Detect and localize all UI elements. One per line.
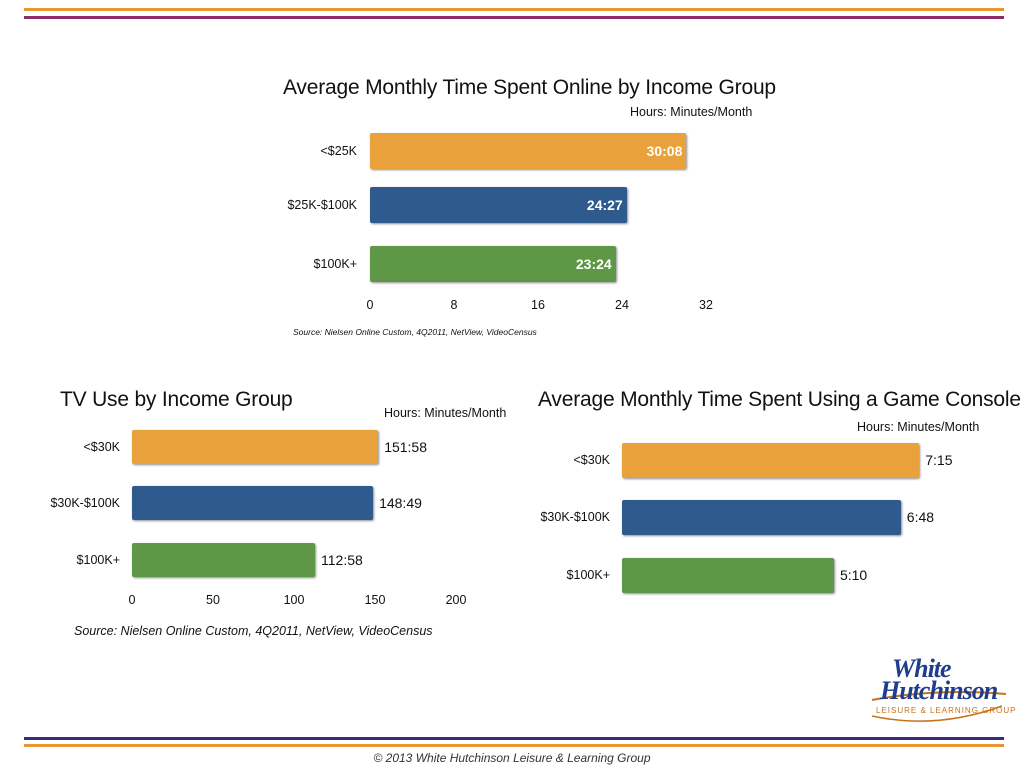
data-label: 151:58 (384, 439, 428, 455)
category-label: $100K+ (566, 568, 610, 582)
bottom-rule-orange (24, 744, 1004, 747)
chart-console-title: Average Monthly Time Spent Using a Game … (538, 388, 1021, 411)
bar (370, 246, 616, 282)
category-label: <$30K (83, 440, 121, 454)
company-logo: White Hutchinson LEISURE & LEARNING GROU… (866, 654, 1015, 734)
data-label: 23:24 (575, 256, 612, 272)
axis-tick-label: 8 (450, 298, 458, 312)
logo-line-2: Hutchinson (880, 676, 998, 705)
data-label: 30:08 (646, 143, 683, 159)
data-label: 7:15 (925, 452, 953, 468)
category-label: $30K-$100K (540, 510, 610, 524)
logo-tagline: LEISURE & LEARNING GROUP (876, 706, 1017, 715)
bar (370, 133, 687, 169)
axis-tick-label: 100 (283, 593, 305, 607)
bar (370, 187, 627, 223)
chart-tv-units: Hours: Minutes/Month (384, 406, 507, 420)
footer-copyright: © 2013 White Hutchinson Leisure & Learni… (373, 751, 651, 765)
axis-tick-label: 50 (206, 593, 220, 607)
axis-tick-label: 32 (699, 298, 713, 312)
bar (622, 442, 920, 478)
data-label: 148:49 (379, 495, 422, 511)
axis-tick-label: 150 (364, 593, 386, 607)
chart-online-units: Hours: Minutes/Month (630, 105, 753, 119)
bottom-rule-navy (24, 737, 1004, 740)
top-rule-purple (24, 16, 1004, 19)
data-label: 6:48 (906, 509, 935, 525)
axis-tick-label: 200 (445, 593, 467, 607)
data-label: 24:27 (586, 197, 623, 213)
top-rule-orange (24, 8, 1004, 11)
category-label: $30K-$100K (50, 496, 120, 510)
bar (622, 499, 901, 535)
category-label: <$30K (573, 453, 611, 467)
category-label: $100K+ (313, 257, 357, 271)
data-label: 5:10 (839, 567, 868, 583)
category-label: <$25K (320, 144, 358, 158)
chart-console-units: Hours: Minutes/Month (857, 420, 980, 434)
data-label: 112:58 (321, 552, 363, 568)
bar (132, 543, 315, 577)
logo-swoosh-icon (871, 691, 1007, 722)
category-label: $25K-$100K (287, 198, 357, 212)
logo-line-1: White (892, 654, 952, 683)
category-label: $100K+ (76, 553, 120, 567)
axis-tick-label: 0 (366, 298, 374, 312)
bar (622, 557, 834, 593)
chart-online-title: Average Monthly Time Spent Online by Inc… (283, 76, 776, 99)
axis-tick-label: 16 (531, 298, 545, 312)
axis-tick-label: 24 (615, 298, 629, 312)
axis-tick-label: 0 (128, 593, 136, 607)
chart-tv-title: TV Use by Income Group (60, 388, 293, 411)
chart-tv-source: Source: Nielsen Online Custom, 4Q2011, N… (74, 624, 433, 638)
chart-online-source: Source: Nielsen Online Custom, 4Q2011, N… (293, 327, 537, 337)
bar (132, 430, 379, 464)
bar (132, 486, 374, 520)
